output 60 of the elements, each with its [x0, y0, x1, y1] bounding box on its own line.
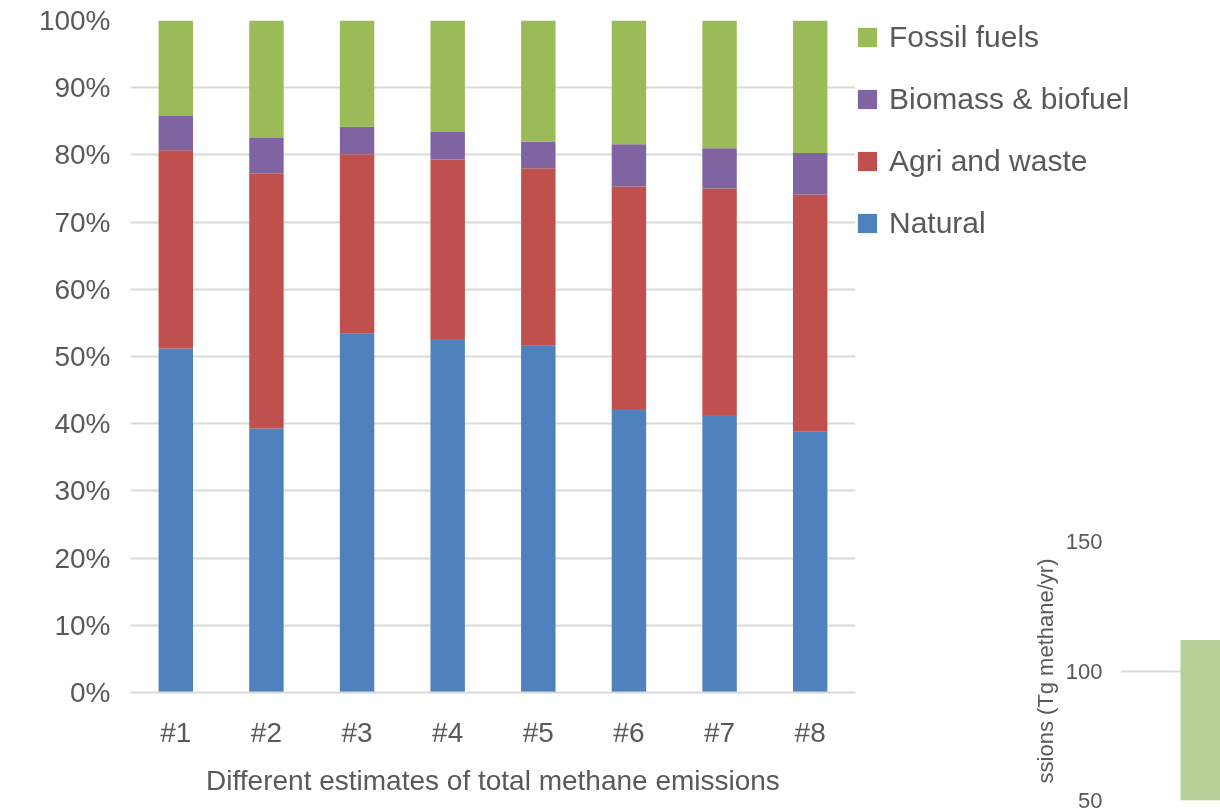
bar — [702, 188, 737, 415]
y-tick-label: 10% — [54, 609, 111, 641]
bar — [792, 194, 828, 432]
bar — [158, 348, 194, 693]
bar — [792, 431, 828, 693]
bar — [702, 148, 737, 189]
bar — [521, 20, 556, 142]
bar — [158, 115, 194, 151]
x-tick-label: #7 — [703, 716, 736, 748]
bar — [792, 20, 828, 153]
bar — [521, 168, 556, 346]
bar — [521, 141, 556, 169]
y-tick-label: 50 — [1078, 788, 1103, 812]
bar — [611, 144, 647, 187]
y-tick-label: 50% — [54, 341, 111, 372]
x-tick-label: #1 — [160, 716, 192, 748]
bar — [339, 154, 375, 334]
legend-label: Agri and waste — [889, 144, 1088, 178]
bar — [792, 152, 828, 195]
y-tick-label: 100 — [1065, 658, 1103, 684]
bar — [702, 20, 737, 149]
bar — [339, 20, 375, 127]
x-tick-label: #6 — [613, 716, 645, 748]
y-tick-label: 60% — [54, 273, 111, 305]
y-axis-title: ssions (Tg methane/yr) — [1032, 558, 1058, 784]
bar — [521, 345, 556, 693]
x-tick-label: #5 — [522, 716, 554, 748]
bar — [430, 20, 465, 133]
bar — [430, 339, 465, 693]
y-tick-label: 80% — [54, 139, 111, 171]
bar — [611, 186, 647, 409]
y-tick-label: 40% — [54, 408, 111, 440]
x-tick-label: #4 — [432, 716, 464, 748]
legend-label: Fossil fuels — [889, 20, 1040, 54]
bar — [158, 20, 194, 116]
bar — [249, 173, 284, 429]
bar — [611, 408, 647, 693]
bar — [702, 414, 737, 693]
bar — [249, 20, 284, 139]
legend-label: Biomass & biofuel — [889, 82, 1130, 116]
y-tick-label: 100% — [38, 5, 111, 36]
bar — [249, 428, 284, 693]
y-tick-label: 0% — [70, 677, 111, 708]
x-tick-label: #2 — [250, 716, 283, 748]
bar — [611, 20, 647, 145]
bar — [249, 138, 284, 174]
bar — [158, 150, 194, 349]
legend-label: Natural — [889, 206, 986, 240]
bar — [339, 333, 375, 693]
x-tick-label: #3 — [341, 716, 373, 748]
x-axis-title: Different estimates of total methane emissions — [206, 764, 780, 796]
bar — [430, 159, 465, 340]
bar — [430, 132, 465, 160]
bar — [339, 126, 375, 155]
y-tick-label: 150 — [1065, 529, 1103, 554]
y-tick-label: 70% — [54, 206, 111, 238]
y-tick-label: 30% — [54, 475, 111, 507]
y-tick-label: 90% — [54, 72, 111, 104]
x-tick-label: #8 — [794, 716, 826, 748]
y-tick-label: 20% — [54, 542, 111, 574]
